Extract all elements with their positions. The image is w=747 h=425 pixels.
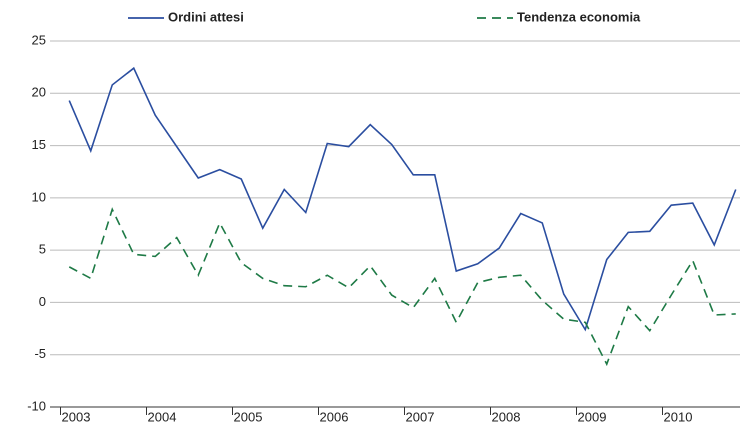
- x-tick-label: 2005: [234, 409, 263, 424]
- y-tick-label: 25: [32, 32, 46, 47]
- y-tick-label: -5: [34, 346, 46, 361]
- x-tick-label: 2008: [492, 409, 521, 424]
- y-tick-label: 0: [39, 294, 46, 309]
- legend-text: Ordini attesi: [168, 9, 244, 24]
- x-tick-label: 2006: [320, 409, 349, 424]
- series-line: [68, 207, 736, 367]
- y-tick-label: 10: [32, 189, 46, 204]
- x-tick-label: 2009: [578, 409, 607, 424]
- y-tick-label: -10: [27, 398, 46, 413]
- x-tick-label: 2003: [62, 409, 91, 424]
- x-tick-label: 2010: [664, 409, 693, 424]
- legend-text: Tendenza economia: [517, 9, 641, 24]
- x-tick-label: 2004: [148, 409, 177, 424]
- y-tick-label: 5: [39, 242, 46, 257]
- x-tick-label: 2007: [406, 409, 435, 424]
- series-line: [68, 66, 737, 332]
- y-tick-label: 15: [32, 137, 46, 152]
- y-tick-label: 20: [32, 85, 46, 100]
